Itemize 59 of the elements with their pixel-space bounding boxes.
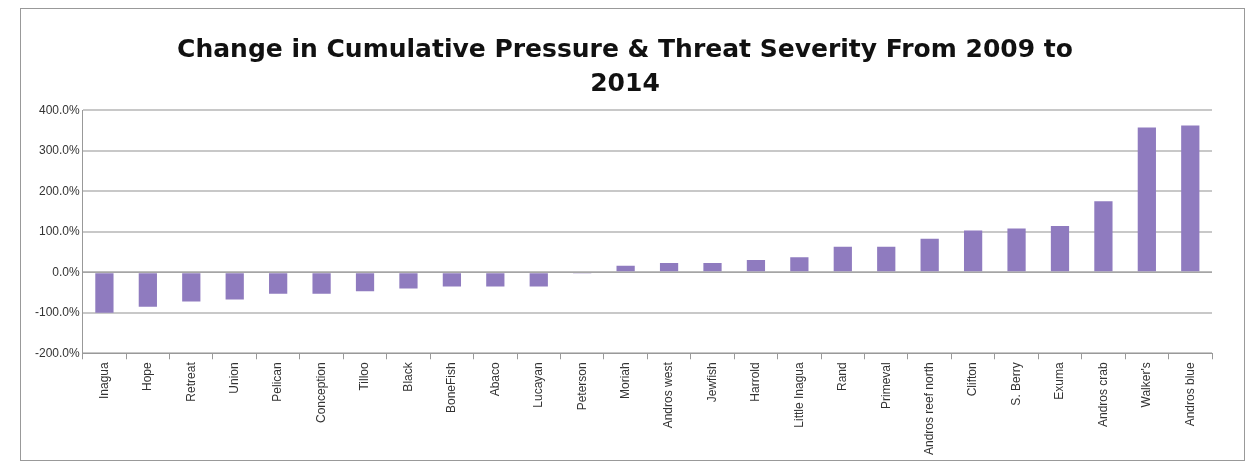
x-tick-label: Union	[227, 362, 242, 394]
bar	[833, 246, 852, 272]
x-tick-label: Walker's	[1139, 362, 1154, 408]
bar	[355, 273, 375, 292]
bar	[225, 273, 244, 300]
x-tick-label: Jewfish	[704, 362, 719, 403]
x-tick-label: Peterson	[574, 362, 589, 411]
bar	[790, 257, 809, 272]
bar	[1007, 228, 1026, 272]
bar	[877, 246, 896, 272]
y-tick-label: 100.0%	[38, 224, 81, 239]
x-tick-label: Black	[400, 361, 415, 392]
y-tick-label: 400.0%	[38, 102, 81, 117]
bar	[616, 265, 635, 272]
x-tick-label: Andros blue	[1182, 361, 1197, 427]
bar	[486, 273, 505, 287]
x-tick-label: Pelican	[270, 362, 285, 402]
x-tick-label: Primeval	[878, 362, 893, 409]
bar	[963, 230, 983, 272]
bar	[182, 273, 201, 302]
x-tick-label: Clifton	[965, 362, 980, 397]
bar	[442, 273, 462, 287]
y-tick-label: 200.0%	[38, 183, 81, 198]
bar	[703, 262, 722, 272]
x-tick-label: Abaco	[487, 361, 502, 397]
bar	[95, 273, 114, 313]
y-tick-label: -100.0%	[34, 305, 81, 320]
x-tick-label: Retreat	[183, 361, 198, 402]
bar	[1050, 226, 1070, 272]
x-tick-label: Lucayan	[531, 362, 546, 408]
y-tick-label: 300.0%	[38, 143, 81, 158]
x-tick-label: S. Berry	[1008, 362, 1023, 406]
bar	[659, 262, 679, 272]
x-tick-label: Hope	[140, 361, 155, 391]
y-tick-label: 0.0%	[52, 264, 81, 279]
bar	[1094, 201, 1113, 272]
y-tick-label: -200.0%	[34, 345, 81, 360]
x-tick-label: Tilloo	[357, 361, 372, 391]
x-tick-label: Exuma	[1052, 361, 1067, 400]
x-tick-label: Little Inagua	[791, 361, 806, 428]
bar	[269, 273, 288, 294]
x-tick-label: BoneFish	[444, 362, 459, 413]
bar	[1181, 125, 1200, 272]
x-tick-label: Rand	[835, 362, 850, 391]
x-tick-label: Conception	[313, 362, 328, 423]
x-tick-label: Harrold	[748, 362, 763, 402]
bar	[138, 273, 157, 307]
bar	[1137, 127, 1156, 272]
x-tick-label: Moriah	[617, 362, 632, 399]
bar	[920, 238, 939, 272]
bar	[312, 273, 331, 294]
bar	[529, 273, 548, 287]
bar	[399, 273, 418, 289]
x-tick-label: Andros reef north	[921, 362, 936, 455]
bar	[746, 260, 766, 272]
x-tick-label: Inagua	[96, 361, 111, 399]
chart-title: Change in Cumulative Pressure & Threat Severity From 2009 to 2014	[176, 33, 1074, 99]
x-tick-label: Andros crab	[1095, 361, 1110, 427]
x-tick-label: Andros west	[661, 361, 676, 429]
